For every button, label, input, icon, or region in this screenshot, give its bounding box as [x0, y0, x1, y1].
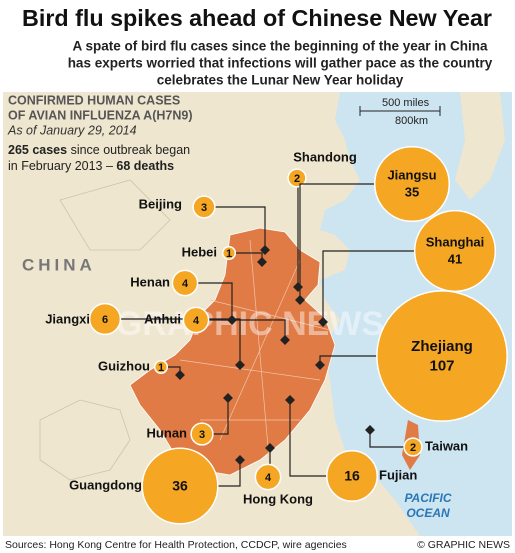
case-count: 2: [410, 442, 416, 454]
case-count: 36: [172, 478, 188, 494]
case-circle: [141, 447, 219, 525]
subtitle-line: celebrates the Lunar New Year holiday: [157, 73, 404, 88]
case-circle: [403, 437, 423, 457]
region-name: Guangdong: [69, 477, 142, 492]
region-name: Shandong: [293, 149, 357, 164]
region-name: Hebei: [182, 244, 217, 259]
connector: [369, 430, 413, 448]
connector: [204, 206, 266, 250]
region-name: Zhejiang: [411, 338, 473, 355]
box-line2: in February 2013 –: [8, 159, 113, 173]
case-count: 1: [226, 248, 232, 260]
scale-bar: 500 miles 800km: [359, 97, 441, 127]
case-count: 16: [344, 468, 360, 484]
subtitle-line: has experts worried that infections will…: [68, 56, 493, 71]
case-circle: [153, 359, 169, 375]
location-marker: [175, 370, 185, 380]
case-circle: [254, 463, 282, 491]
case-count: 107: [429, 357, 454, 374]
regions: Shandong 2 Beijing 3 Hebei 1 Henan 4 Jiangxi 6 Anh…: [45, 145, 508, 525]
box-heading: OF AVIAN INFLUENZA A(H7N9): [8, 108, 193, 122]
box-cases-line: 265 cases since outbreak began: [8, 143, 190, 157]
case-count: 1: [158, 362, 164, 374]
connector: [322, 250, 455, 322]
ocean-label: PACIFIC: [404, 491, 451, 505]
case-circle: [182, 306, 210, 334]
case-circle: [88, 302, 122, 336]
location-marker: [235, 455, 245, 465]
connector: [196, 319, 286, 340]
watermark: GRAPHIC NEWS: [116, 305, 384, 343]
case-count: 35: [405, 185, 419, 200]
case-circle: [376, 290, 508, 422]
location-marker: [315, 360, 325, 370]
case-circle: [413, 209, 497, 293]
region-name: Taiwan: [425, 438, 468, 453]
footer: [0, 536, 515, 553]
location-marker: [295, 295, 305, 305]
location-marker: [265, 443, 275, 453]
source: Sources: Hong Kong Centre for Health Pro…: [5, 539, 347, 551]
case-circle: [171, 269, 199, 297]
region-name: Shanghai: [426, 235, 485, 250]
ocean-label: OCEAN: [406, 506, 450, 520]
box-date: As of January 29, 2014: [7, 123, 137, 137]
box-heading: CONFIRMED HUMAN CASES: [8, 93, 180, 107]
region-name: Guizhou: [98, 358, 150, 373]
region-name: Jiangsu: [387, 168, 436, 183]
region-name: Fujian: [379, 467, 417, 482]
region-name: Anhui: [144, 311, 181, 326]
box-cases-text: since outbreak began: [71, 143, 191, 157]
case-count: 4: [182, 278, 189, 290]
region-name: Hunan: [147, 425, 188, 440]
box-cases: 265 cases: [8, 143, 67, 157]
inland-borders: [39, 179, 171, 481]
case-count: 41: [448, 252, 462, 267]
credit: © GRAPHIC NEWS: [417, 539, 510, 551]
region-name: Jiangxi: [45, 311, 90, 326]
connector: [185, 282, 233, 320]
scale-km: 800km: [395, 115, 428, 127]
region-name: Henan: [130, 274, 170, 289]
country-label: CHINA: [22, 255, 96, 274]
region-name: Hong Kong: [243, 491, 313, 506]
case-count: 3: [199, 429, 205, 441]
subtitle-line: A spate of bird flu cases since the begi…: [72, 39, 488, 54]
box-deaths: 68 deaths: [116, 159, 174, 173]
province-borders: [179, 239, 331, 471]
case-circle: [192, 195, 216, 219]
case-circle: [190, 422, 214, 446]
location-marker: [257, 257, 267, 267]
case-count: 3: [201, 202, 207, 214]
case-count: 4: [265, 472, 272, 484]
connector: [105, 318, 241, 365]
case-circle: [287, 168, 307, 188]
location-marker: [365, 425, 375, 435]
affected-provinces: [129, 227, 336, 476]
title: Bird flu spikes ahead of Chinese New Yea…: [22, 5, 492, 31]
scale-miles: 500 miles: [382, 97, 430, 109]
region-name: Beijing: [139, 196, 182, 211]
case-circle: [373, 145, 451, 223]
case-circle: [326, 450, 378, 502]
land-korea-japan: [455, 92, 505, 200]
location-marker: [285, 395, 295, 405]
location-marker: [223, 393, 233, 403]
info-box: CONFIRMED HUMAN CASES OF AVIAN INFLUENZA…: [7, 93, 193, 173]
location-marker: [318, 317, 328, 327]
location-marker: [280, 335, 290, 345]
case-circle: [221, 245, 237, 261]
location-marker: [235, 360, 245, 370]
case-count: 4: [193, 315, 200, 327]
case-count: 2: [294, 173, 300, 185]
case-count: 6: [102, 314, 108, 326]
box-deaths-line: in February 2013 – 68 deaths: [8, 159, 174, 173]
